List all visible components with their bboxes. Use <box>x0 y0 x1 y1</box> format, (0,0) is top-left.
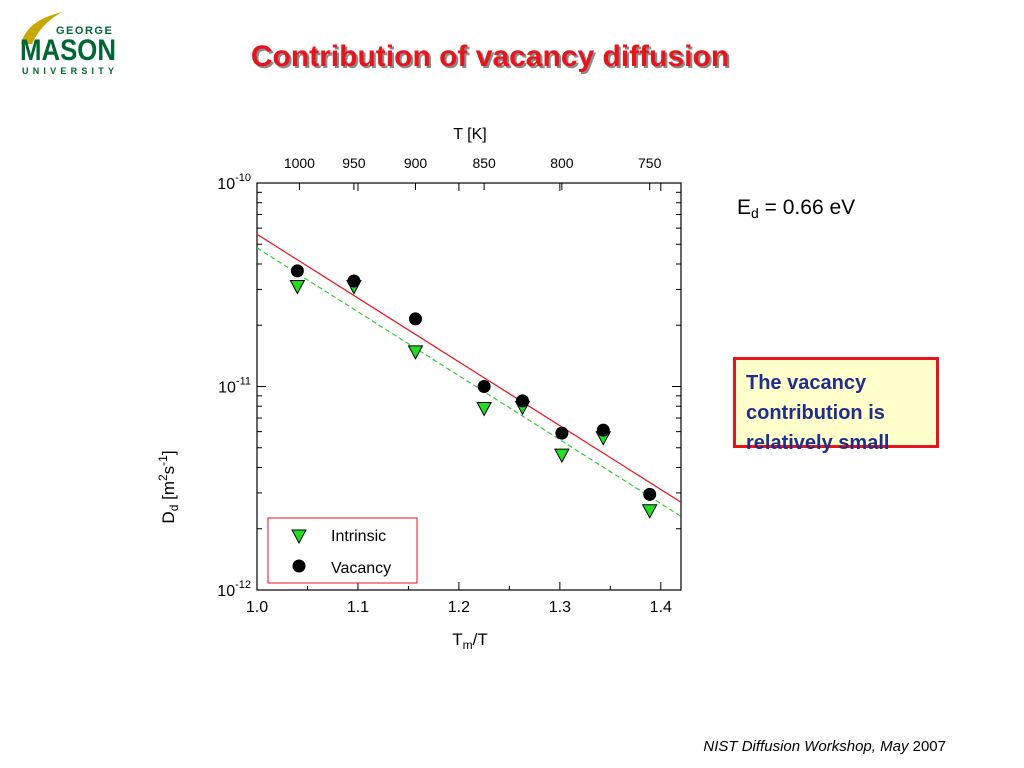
x-tick-label: 1.1 <box>347 599 369 616</box>
legend-marker-intrinsic <box>291 529 307 545</box>
top-tick-label: 850 <box>472 155 496 171</box>
data-point-vacancy <box>477 380 491 393</box>
top-tick-label: 800 <box>550 155 574 171</box>
data-point-vacancy <box>408 312 422 326</box>
y-tick-label: 10-11 <box>218 376 251 397</box>
logo-flame-icon <box>21 12 62 44</box>
data-point-intrinsic <box>407 345 424 360</box>
legend-label-intrinsic: Intrinsic <box>331 528 386 545</box>
logo-line-george: GEORGE <box>56 25 113 37</box>
logo-line-mason: MASON <box>20 34 116 67</box>
diffusion-chart: T [K] Dd [m2s-1] Tm/T 1.0 1.1 1.2 1.3 1.4 100… <box>156 126 682 652</box>
data-point-intrinsic <box>476 401 492 417</box>
legend-box <box>267 517 418 584</box>
top-tick-label: 1000 <box>284 155 315 171</box>
data-point-vacancy <box>555 426 569 440</box>
x-tick-label: 1.4 <box>650 599 672 616</box>
data-point-vacancy <box>596 423 610 437</box>
data-point-intrinsic <box>554 448 570 464</box>
top-tick-label: 900 <box>404 155 428 171</box>
y-tick-label: 10-10 <box>217 172 251 193</box>
legend-label-vacancy: Vacancy <box>331 560 391 577</box>
x-tick-label: 1.3 <box>549 599 571 616</box>
legend-marker-vacancy <box>292 559 306 573</box>
data-point-vacancy <box>516 394 530 408</box>
data-point-vacancy <box>290 264 304 278</box>
data-point-vacancy <box>643 487 657 501</box>
x-tick-label: 1.2 <box>448 599 470 616</box>
top-axis-title: T [K] <box>453 126 487 143</box>
slide-title: Contribution of vacancy diffusion <box>250 40 730 73</box>
legend: Intrinsic Vacancy <box>267 517 418 584</box>
data-point-vacancy <box>347 274 361 288</box>
y-axis-title: Dd [m2s-1] <box>156 450 181 523</box>
x-tick-label: 1.0 <box>246 599 268 616</box>
top-tick-label: 750 <box>638 155 662 171</box>
gmu-logo: GEORGE MASON UNIVERSITY <box>20 12 116 76</box>
activation-energy-annotation: Ed = 0.66 eV <box>737 196 856 221</box>
callout-box: The vacancy contribution is relatively s… <box>733 357 939 454</box>
top-tick-label: 950 <box>342 155 366 171</box>
y-tick-label: 10-12 <box>217 579 251 600</box>
footer-credit: NIST Diffusion Workshop, May 2007 <box>703 738 946 755</box>
data-point-intrinsic <box>289 280 306 295</box>
logo-line-university: UNIVERSITY <box>22 66 114 76</box>
fit-line-intrinsic <box>257 247 681 517</box>
data-point-intrinsic <box>641 504 658 519</box>
fit-line-vacancy <box>257 233 681 503</box>
x-axis-title: Tm/T <box>452 630 488 652</box>
